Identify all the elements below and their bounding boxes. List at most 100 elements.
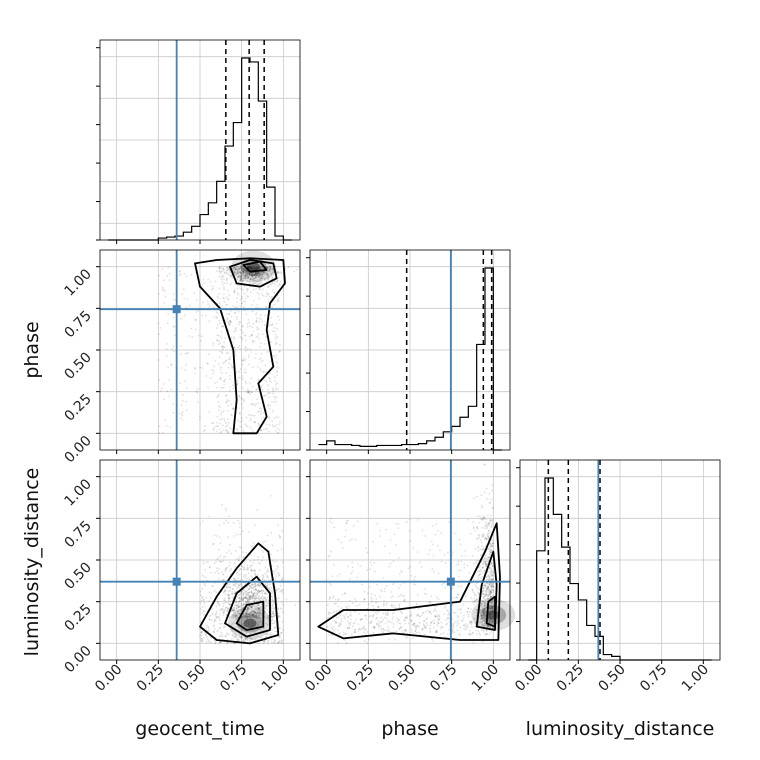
sample-point <box>270 277 273 280</box>
sample-point <box>258 272 261 275</box>
sample-point <box>273 626 276 629</box>
sample-point <box>261 607 263 610</box>
sample-point <box>348 627 351 630</box>
sample-point <box>240 420 243 423</box>
sample-point <box>248 266 251 269</box>
sample-point <box>221 635 224 638</box>
sample-point <box>250 267 253 270</box>
sample-point <box>242 270 245 272</box>
sample-point <box>257 267 259 270</box>
sample-point <box>256 584 259 587</box>
sample-point <box>264 592 267 595</box>
x-tick-label: 0.75 <box>427 662 460 695</box>
sample-point <box>265 306 268 309</box>
sample-point <box>267 392 270 394</box>
sample-point <box>230 309 232 312</box>
sample-point <box>350 572 353 575</box>
sample-point <box>254 585 257 588</box>
sample-point <box>271 559 274 562</box>
sample-point <box>178 382 181 385</box>
sample-point <box>227 586 230 588</box>
sample-point <box>433 619 436 622</box>
sample-point <box>239 329 242 332</box>
sample-point <box>258 267 261 269</box>
sample-point <box>265 272 268 275</box>
sample-point <box>239 421 242 423</box>
sample-point <box>238 267 241 270</box>
sample-point <box>395 543 397 546</box>
sample-point <box>439 549 441 552</box>
sample-point <box>213 534 216 537</box>
sample-point <box>257 378 260 381</box>
sample-point <box>464 550 467 552</box>
sample-point <box>260 271 263 273</box>
sample-point <box>254 421 257 424</box>
sample-point <box>486 538 488 541</box>
sample-point <box>262 596 265 599</box>
sample-point <box>268 330 270 332</box>
sample-point <box>250 592 253 595</box>
sample-point <box>229 589 231 592</box>
sample-point <box>251 618 254 621</box>
sample-point <box>276 279 279 282</box>
sample-point <box>446 609 449 612</box>
sample-point <box>425 626 427 629</box>
sample-point <box>240 426 243 429</box>
sample-point <box>269 391 272 394</box>
sample-point <box>337 598 340 600</box>
sample-point <box>247 598 250 600</box>
sample-point <box>218 409 220 412</box>
sample-point <box>254 268 256 270</box>
sample-point <box>442 582 445 585</box>
sample-point <box>232 614 235 617</box>
sample-point <box>251 274 253 276</box>
sample-point <box>276 328 279 330</box>
ylabel-phase: phase <box>21 321 43 378</box>
sample-point <box>477 534 480 536</box>
sample-point <box>227 607 230 610</box>
sample-point <box>270 553 273 556</box>
sample-point <box>279 420 281 423</box>
sample-point <box>249 278 252 281</box>
sample-point <box>201 574 204 577</box>
sample-point <box>259 629 262 631</box>
sample-point <box>467 613 470 616</box>
sample-point <box>235 265 238 268</box>
sample-point <box>251 595 253 598</box>
sample-point <box>262 642 265 645</box>
sample-point <box>267 617 270 620</box>
sample-point <box>178 274 181 277</box>
sample-point <box>271 268 274 271</box>
sample-point <box>237 276 240 279</box>
sample-point <box>270 601 273 604</box>
sample-point <box>161 431 164 434</box>
sample-point <box>173 326 176 328</box>
sample-point <box>250 610 253 613</box>
sample-point <box>217 404 220 407</box>
sample-point <box>250 606 253 608</box>
sample-point <box>231 592 234 595</box>
sample-point <box>351 602 354 604</box>
sample-point <box>351 538 353 541</box>
sample-point <box>224 337 226 340</box>
sample-point <box>472 521 475 523</box>
sample-point <box>245 274 247 277</box>
sample-point <box>255 596 258 599</box>
sample-point <box>241 599 244 601</box>
sample-point <box>226 320 229 323</box>
sample-point <box>211 608 214 610</box>
sample-point <box>440 625 443 628</box>
sample-point <box>255 280 258 283</box>
sample-point <box>275 270 278 273</box>
sample-point <box>244 380 247 383</box>
sample-point <box>420 566 423 569</box>
sample-point <box>227 596 230 599</box>
sample-point <box>258 293 260 296</box>
sample-point <box>398 587 400 589</box>
sample-point <box>247 599 249 602</box>
sample-point <box>226 399 229 402</box>
sample-point <box>359 565 362 567</box>
sample-point <box>275 589 278 591</box>
sample-point <box>240 275 243 278</box>
sample-point <box>378 620 381 623</box>
